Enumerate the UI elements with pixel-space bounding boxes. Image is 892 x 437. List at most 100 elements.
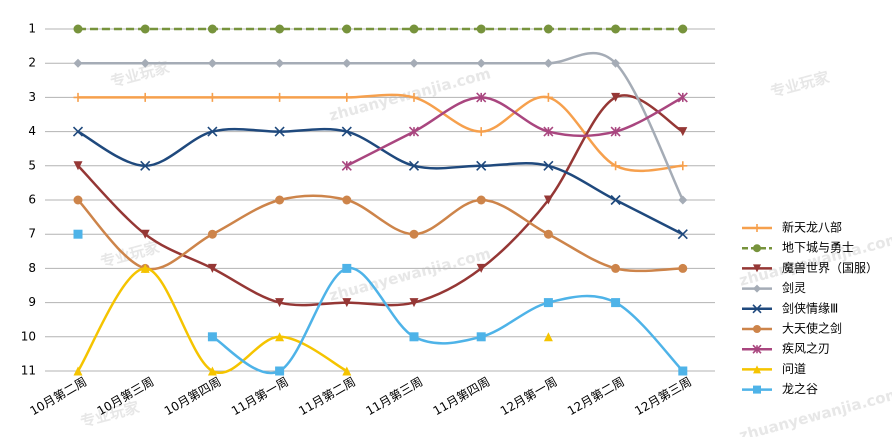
legend-label: 大天使之剑 [782,321,842,336]
y-tick-label: 4 [28,124,36,138]
data-point [611,24,621,34]
data-point [611,58,621,68]
watermark: zhuanyewanjia.com [327,244,492,304]
data-point [543,298,553,308]
data-point [476,92,487,103]
data-point [140,263,150,273]
watermark: 专业玩家 [99,238,162,271]
data-point [677,92,688,103]
legend-label: 剑灵 [782,280,806,295]
x-tick-label: 11月第四周 [431,375,493,419]
data-point [409,58,419,68]
y-tick-label: 8 [28,261,36,275]
legend-marker [753,385,761,394]
legend-label: 龙之谷 [782,382,818,396]
data-point [409,92,419,102]
data-point [275,366,285,376]
data-point [275,58,285,68]
legend-marker [753,224,761,232]
data-point [476,195,486,205]
data-point [611,263,621,273]
data-point [342,298,352,308]
y-tick-label: 6 [28,193,36,207]
data-point [73,229,83,239]
series-line [78,51,684,201]
legend-label: 新天龙八部 [782,220,842,235]
data-point [476,24,486,34]
data-point [207,263,217,273]
data-point [611,92,621,102]
legend-label: 地下城与勇士 [782,241,854,255]
data-point [342,92,352,102]
data-point [207,126,218,137]
data-point [342,366,352,376]
data-point [543,332,553,342]
data-point [476,127,486,137]
series-line [77,194,683,273]
x-tick-label: 12月第三周 [632,375,694,419]
data-point [678,161,688,171]
data-point [610,126,621,137]
data-point [207,229,217,239]
x-tick-label: 11月第三周 [363,375,425,419]
data-point [342,24,352,34]
data-point [72,126,84,137]
data-point [611,298,621,308]
data-point [543,195,553,205]
data-point [275,195,285,205]
data-point [140,58,150,68]
series-line [78,268,548,372]
data-point [274,126,285,137]
data-point [610,194,621,206]
legend-marker [753,325,761,333]
series-line [77,127,684,236]
data-point [543,92,553,102]
data-point [678,195,688,205]
data-point [207,58,217,68]
data-point [476,160,487,171]
y-tick-label: 11 [21,364,36,378]
data-point [275,298,285,308]
data-point [611,161,621,171]
data-point [73,195,83,205]
data-point [140,92,150,102]
data-point [476,58,486,68]
data-point [409,332,419,342]
data-point [409,298,419,308]
x-tick-label: 12月第一周 [498,375,560,419]
data-point [409,229,419,239]
legend-label: 疾风之刃 [782,341,830,356]
data-point [275,332,285,342]
y-tick-label: 3 [28,90,36,104]
watermark: zhuanyewanjia.com [327,64,492,124]
legend-label: 魔兽世界（国服） [782,260,878,275]
x-tick-label: 10月第四周 [162,375,224,419]
legend-marker [753,365,761,374]
data-point [342,263,352,273]
data-point [409,24,419,34]
data-point [207,332,217,342]
data-point [73,24,83,34]
series-line [211,267,684,375]
y-tick-label: 5 [28,158,36,172]
data-point [543,160,554,171]
data-point [476,332,486,342]
data-point [543,126,554,137]
data-point [275,92,285,102]
series-line [77,93,683,173]
data-point [73,58,83,68]
data-point [543,58,553,68]
legend-label: 剑侠情缘Ⅲ [782,300,838,315]
legend-marker [753,264,761,273]
data-point [543,229,553,239]
data-point [342,195,352,205]
watermark: 专业玩家 [769,68,832,101]
data-point [207,366,217,376]
data-point [678,263,688,273]
data-point [140,229,150,239]
y-tick-label: 2 [28,56,36,70]
data-point [73,366,83,376]
data-point [678,127,688,137]
y-tick-label: 1 [28,22,36,36]
